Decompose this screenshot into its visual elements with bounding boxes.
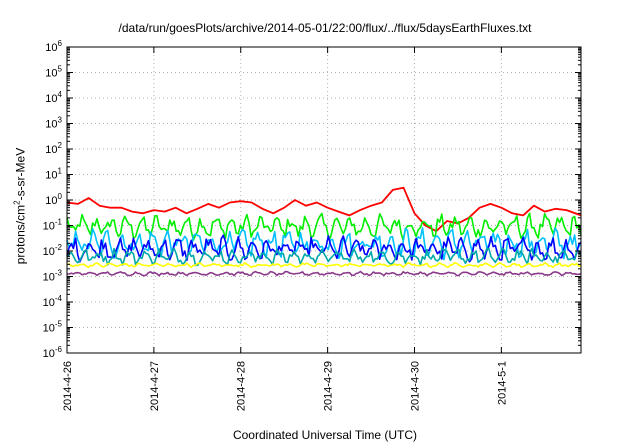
y-tick-label: 105: [45, 65, 62, 80]
y-tick-label: 10-5: [43, 320, 63, 335]
y-tick-label: 104: [45, 90, 62, 105]
y-tick-label: 100: [45, 192, 62, 207]
x-tick-label: 2014-4-27: [149, 361, 161, 411]
series-layer: [66, 186, 582, 277]
x-tick-label: 2014-4-29: [323, 361, 335, 411]
y-tick-label: 10-3: [43, 269, 63, 284]
x-tick-label: 2014-4-26: [62, 361, 74, 411]
x-tick-label: 2014-4-30: [409, 361, 421, 411]
series-line: [66, 212, 582, 242]
series-line: [66, 262, 582, 269]
y-tick-label: 10-2: [43, 243, 63, 258]
series-line: [66, 186, 582, 233]
y-tick-label: 10-1: [43, 218, 63, 233]
x-axis-label: Coordinated Universal Time (UTC): [232, 428, 418, 442]
y-tick-label: 102: [45, 141, 62, 156]
grid-layer: [66, 47, 581, 353]
y-axis-label: protons/cm2-s-sr-MeV: [13, 148, 28, 264]
y-tick-label: 10-6: [43, 345, 63, 360]
y-tick-label: 101: [45, 167, 62, 182]
x-tick-label: 2014-5-1: [496, 361, 508, 405]
axis-layer: 10-6 10-5 10-4 10-3 10-2 10-1 100 101 102 103 104 1…: [43, 39, 582, 411]
series-line: [66, 234, 582, 263]
x-tick-label: 2014-4-28: [236, 361, 248, 411]
y-tick-label: 106: [45, 39, 62, 54]
y-axis-label-base: protons/cm: [13, 204, 28, 265]
series-line: [67, 270, 582, 277]
y-axis-label-sup: 2: [12, 200, 22, 205]
y-tick-label: 10-4: [43, 294, 63, 309]
y-axis-label-rest: -s-sr-MeV: [13, 147, 28, 201]
plot-frame: [66, 46, 582, 354]
y-tick-label: 103: [45, 116, 62, 131]
chart-title: /data/run/goesPlots/archive/2014-05-01/2…: [118, 21, 532, 35]
